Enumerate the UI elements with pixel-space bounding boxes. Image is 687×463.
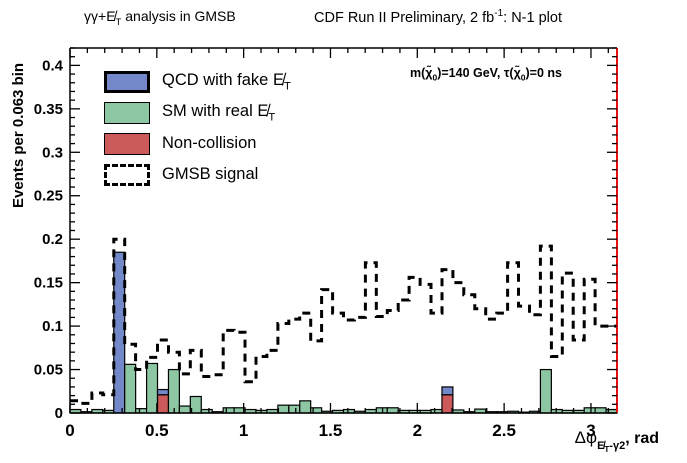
bar-segment <box>167 368 181 414</box>
bar-segment <box>539 368 552 414</box>
y-tick-label: 0.1 <box>42 318 63 335</box>
x-axis-title: ΔφE̸T-γ2, rad <box>574 428 659 455</box>
y-tick-label: 0.3 <box>42 144 63 161</box>
bar-segment <box>583 407 596 414</box>
y-tick-label: 0.25 <box>34 188 63 205</box>
x-tick-label: 3 <box>586 421 595 440</box>
legend-label-sm: SM with real E̸T <box>162 101 276 124</box>
met-symbol: E̸ <box>257 101 269 120</box>
legend-item-qcd: QCD with fake E̸T <box>104 66 291 97</box>
y-tick-label: 0.4 <box>42 57 64 74</box>
x-tick-label: 0 <box>65 421 74 440</box>
legend: QCD with fake E̸T SM with real E̸T Non-c… <box>104 66 291 190</box>
bar-segment <box>156 388 170 396</box>
x-tick-label: 1 <box>239 421 248 440</box>
legend-label-gmsb: GMSB signal <box>162 165 259 183</box>
bar-segment <box>156 394 170 414</box>
bar-segment <box>222 407 235 414</box>
signal-parameters-annotation: m(χ̃0)=140 GeV, τ(χ̃0)=0 ns <box>410 66 562 83</box>
bar-segment <box>288 404 301 414</box>
x-tick-label: 2.5 <box>492 421 516 440</box>
legend-item-noncollision: Non-collision <box>104 128 291 159</box>
chi-symbol: χ̃ <box>513 66 521 80</box>
qcd-swatch <box>104 70 150 93</box>
plot-title-right: CDF Run II Preliminary, 2 fb-1: N-1 plot <box>314 8 562 26</box>
bar-segment <box>277 404 290 414</box>
y-tick-label: 0 <box>55 405 63 422</box>
bar-segment <box>178 405 191 414</box>
bar-segment <box>375 407 388 414</box>
legend-item-gmsb: GMSB signal <box>104 159 291 190</box>
x-tick-label: 0.5 <box>145 421 169 440</box>
met-symbol: E̸ <box>597 440 605 452</box>
bar-segment <box>113 251 126 414</box>
plot-title-left: γγ+E̸T analysis in GMSB <box>84 8 236 28</box>
met-symbol: E̸ <box>106 8 116 24</box>
bar-segment <box>310 407 323 414</box>
y-tick-label: 0.05 <box>34 362 63 379</box>
chi-symbol: χ̃ <box>425 66 433 80</box>
bar-segment <box>441 386 454 396</box>
bar-segment <box>386 407 399 414</box>
y-tick-label: 0.15 <box>34 275 63 292</box>
bar-segment <box>145 362 159 414</box>
bar-segment <box>124 363 137 414</box>
x-axis-subscript: E̸T-γ2 <box>597 440 626 455</box>
bar-segment <box>299 400 312 414</box>
gmsb-swatch <box>104 163 150 186</box>
x-tick-label: 2 <box>413 421 422 440</box>
sm-swatch <box>104 101 150 124</box>
gmsb-signal-dashed-line <box>70 237 617 405</box>
y-tick-label: 0.35 <box>34 101 63 118</box>
y-tick-label: 0.2 <box>42 231 63 248</box>
legend-item-sm: SM with real E̸T <box>104 97 291 128</box>
legend-label-qcd: QCD with fake E̸T <box>162 70 291 93</box>
bar-segment <box>594 407 607 414</box>
met-symbol: E̸ <box>272 70 284 89</box>
noncollision-swatch <box>104 132 150 155</box>
legend-label-noncollision: Non-collision <box>162 134 257 152</box>
bar-segment <box>441 394 454 414</box>
x-tick-label: 1.5 <box>319 421 343 440</box>
